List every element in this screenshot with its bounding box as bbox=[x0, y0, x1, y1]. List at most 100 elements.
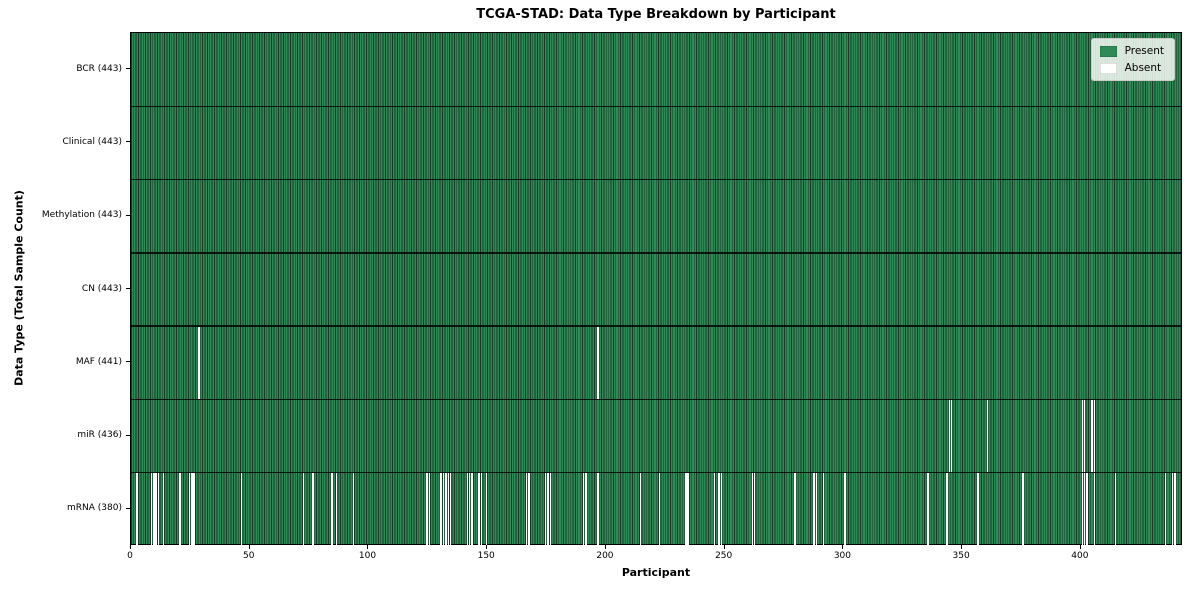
absent-mark-mRNA-233 bbox=[685, 473, 687, 546]
absent-mark-mRNA-300 bbox=[844, 473, 846, 546]
absent-mark-mRNA-11 bbox=[157, 473, 160, 546]
absent-mark-mRNA-414 bbox=[1114, 473, 1117, 546]
absent-mark-mRNA-234 bbox=[687, 473, 689, 546]
absent-mark-mRNA-175 bbox=[547, 473, 549, 546]
x-tick-label-0: 0 bbox=[127, 551, 133, 561]
y-tick-mark bbox=[126, 507, 130, 509]
absent-mark-mRNA-190 bbox=[582, 473, 585, 546]
absent-mark-mRNA-335 bbox=[927, 473, 929, 546]
absent-mark-mRNA-93 bbox=[352, 473, 355, 546]
absent-mark-mRNA-143 bbox=[471, 473, 473, 546]
absent-mark-mRNA-26 bbox=[193, 473, 195, 546]
absent-mark-mRNA-146 bbox=[478, 473, 480, 546]
absent-mark-miR-404 bbox=[1091, 400, 1093, 472]
x-tick-label-300: 300 bbox=[833, 551, 851, 561]
absent-mark-mRNA-196 bbox=[597, 473, 599, 546]
y-tick-mark bbox=[126, 141, 130, 143]
absent-mark-mRNA-142 bbox=[468, 473, 471, 546]
absent-mark-mRNA-9 bbox=[153, 473, 155, 546]
x-tick-label-200: 200 bbox=[596, 551, 614, 561]
x-tick-mark bbox=[1079, 545, 1081, 549]
absent-mark-mRNA-287 bbox=[813, 473, 815, 546]
y-tick-label-MAF: MAF (441) bbox=[75, 356, 122, 367]
x-tick-label-150: 150 bbox=[477, 551, 495, 561]
row-divider bbox=[131, 252, 1181, 254]
absent-mark-mRNA-174 bbox=[544, 473, 547, 546]
absent-mark-miR-360 bbox=[986, 400, 989, 472]
row-divider bbox=[131, 472, 1181, 474]
absent-mark-mRNA-133 bbox=[447, 473, 450, 546]
absent-mark-mRNA-130 bbox=[440, 473, 442, 546]
absent-mark-mRNA-356 bbox=[977, 473, 979, 546]
x-tick-label-250: 250 bbox=[715, 551, 733, 561]
absent-mark-mRNA-400 bbox=[1081, 473, 1084, 546]
legend-item-absent: Absent bbox=[1099, 62, 1164, 74]
absent-mark-mRNA-125 bbox=[428, 473, 431, 546]
absent-mark-mRNA-176 bbox=[549, 473, 552, 546]
row-divider bbox=[131, 325, 1181, 327]
legend-label-absent: Absent bbox=[1124, 62, 1162, 74]
x-tick-label-400: 400 bbox=[1071, 551, 1089, 561]
absent-mark-mRNA-72 bbox=[302, 473, 305, 546]
absent-mark-mRNA-141 bbox=[466, 473, 469, 546]
legend-item-present: Present bbox=[1099, 45, 1164, 57]
x-tick-mark bbox=[130, 545, 131, 549]
absent-mark-mRNA-401 bbox=[1084, 473, 1086, 546]
y-tick-mark bbox=[126, 434, 130, 436]
present-swatch bbox=[1099, 45, 1117, 57]
absent-mark-mRNA-46 bbox=[240, 473, 243, 546]
absent-mark-mRNA-132 bbox=[445, 473, 447, 546]
absent-mark-mRNA-222 bbox=[658, 473, 661, 546]
absent-mark-mRNA-147 bbox=[480, 473, 483, 546]
absent-mark-mRNA-84 bbox=[331, 473, 333, 546]
absent-mark-mRNA-245 bbox=[713, 473, 716, 546]
absent-mark-mRNA-13 bbox=[162, 473, 165, 546]
row-divider bbox=[131, 178, 1181, 181]
x-tick-label-100: 100 bbox=[358, 551, 377, 561]
absent-mark-mRNA-149 bbox=[485, 473, 488, 546]
absent-mark-mRNA-247 bbox=[718, 473, 720, 546]
y-tick-mark bbox=[126, 68, 130, 70]
absent-mark-MAF-196 bbox=[597, 326, 599, 399]
absent-mark-mRNA-10 bbox=[155, 473, 157, 546]
x-axis-label: Participant bbox=[621, 566, 691, 579]
absent-mark-miR-344 bbox=[948, 400, 951, 472]
absent-mark-mRNA-25 bbox=[191, 473, 193, 546]
x-tick-mark bbox=[248, 545, 250, 549]
absent-mark-mRNA-405 bbox=[1093, 473, 1095, 546]
x-tick-mark bbox=[961, 545, 963, 549]
absent-mark-mRNA-291 bbox=[822, 473, 825, 546]
absent-mark-mRNA-131 bbox=[442, 473, 445, 546]
x-tick-mark bbox=[842, 545, 844, 549]
x-tick-mark bbox=[486, 545, 488, 549]
x-tick-mark bbox=[367, 545, 369, 549]
absent-mark-mRNA-191 bbox=[585, 473, 587, 546]
absent-mark-mRNA-8 bbox=[150, 473, 153, 546]
absent-mark-mRNA-288 bbox=[815, 473, 818, 546]
absent-mark-mRNA-248 bbox=[720, 473, 723, 546]
absent-mark-mRNA-214 bbox=[639, 473, 642, 546]
x-tick-label-50: 50 bbox=[243, 551, 255, 561]
absent-mark-mRNA-166 bbox=[525, 473, 528, 546]
legend: Present Absent bbox=[1090, 38, 1175, 81]
legend-label-present: Present bbox=[1124, 45, 1164, 57]
absent-mark-mRNA-134 bbox=[449, 473, 452, 546]
absent-mark-mRNA-2 bbox=[136, 473, 138, 546]
absent-mark-mRNA-438 bbox=[1171, 473, 1174, 546]
absent-mark-miR-401 bbox=[1084, 400, 1086, 472]
absent-mark-mRNA-86 bbox=[335, 473, 338, 546]
plot-area: Present Absent bbox=[130, 32, 1182, 546]
y-tick-mark bbox=[126, 214, 130, 216]
row-divider bbox=[131, 398, 1181, 401]
row-divider bbox=[131, 105, 1181, 107]
absent-mark-mRNA-20 bbox=[179, 473, 181, 546]
absent-mark-mRNA-167 bbox=[528, 473, 530, 546]
absent-mark-mRNA-435 bbox=[1164, 473, 1167, 546]
absent-mark-mRNA-375 bbox=[1022, 473, 1024, 546]
y-tick-label-Methylation: Methylation (443) bbox=[41, 210, 122, 221]
x-tick-label-350: 350 bbox=[952, 551, 970, 561]
absent-mark-mRNA-124 bbox=[426, 473, 428, 546]
absent-mark-mRNA-262 bbox=[753, 473, 756, 546]
absent-swatch bbox=[1099, 62, 1117, 74]
